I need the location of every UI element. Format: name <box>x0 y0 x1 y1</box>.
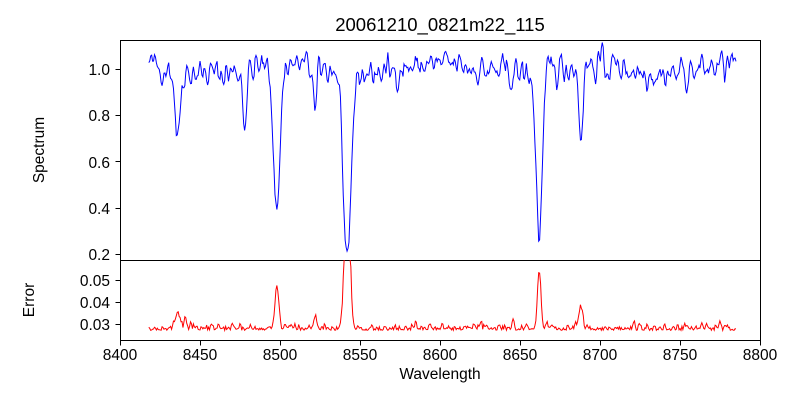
svg-text:Error: Error <box>21 283 38 317</box>
svg-text:Spectrum: Spectrum <box>31 117 48 183</box>
